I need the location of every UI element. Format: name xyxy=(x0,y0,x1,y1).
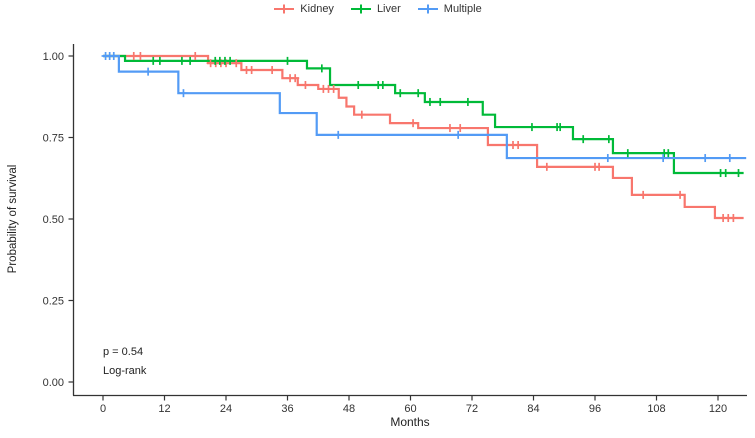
x-tick-label: 96 xyxy=(589,403,601,415)
x-tick-label: 48 xyxy=(343,403,355,415)
pvalue-annotation: p = 0.54 Log-rank xyxy=(103,343,146,382)
pvalue-text: p = 0.54 xyxy=(103,346,144,358)
legend-label: Liver xyxy=(376,3,401,15)
x-tick-label: 12 xyxy=(158,403,170,415)
y-tick-label: 0.00 xyxy=(43,377,64,389)
censor-marks-multiple xyxy=(101,52,734,163)
legend-item-liver: Liver xyxy=(350,3,401,15)
test-name-text: Log-rank xyxy=(103,365,147,378)
legend-key-plus-icon xyxy=(350,4,371,14)
y-tick-label: 1.00 xyxy=(43,51,64,63)
legend-item-kidney: Kidney xyxy=(273,3,334,15)
x-tick-label: 120 xyxy=(709,403,727,415)
y-tick-label: 0.75 xyxy=(43,133,64,145)
x-tick-label: 0 xyxy=(100,403,106,415)
legend-key-plus-icon xyxy=(274,4,295,14)
legend-key-plus-icon xyxy=(417,4,438,14)
x-tick-label: 24 xyxy=(220,403,232,415)
legend-label: Multiple xyxy=(443,3,482,15)
survival-curve-kidney xyxy=(103,54,744,220)
x-tick-label: 72 xyxy=(466,403,478,415)
y-tick-label: 0.50 xyxy=(43,214,64,226)
x-tick-label: 60 xyxy=(404,403,416,415)
censor-marks-kidney xyxy=(129,52,738,223)
survival-curve-liver xyxy=(103,54,744,175)
survival-curve-multiple xyxy=(103,54,747,160)
y-axis-title: Probability of survival xyxy=(7,164,19,274)
x-tick-label: 84 xyxy=(527,403,539,415)
x-tick-label: 36 xyxy=(281,403,293,415)
x-axis-title: Months xyxy=(390,415,430,429)
censor-marks-liver xyxy=(149,56,743,178)
legend-item-multiple: Multiple xyxy=(417,3,482,15)
x-tick-label: 108 xyxy=(647,403,665,415)
legend-label: Kidney xyxy=(300,3,334,15)
y-tick-label: 0.25 xyxy=(43,296,64,308)
legend: Kidney Liver Multiple xyxy=(0,3,755,15)
